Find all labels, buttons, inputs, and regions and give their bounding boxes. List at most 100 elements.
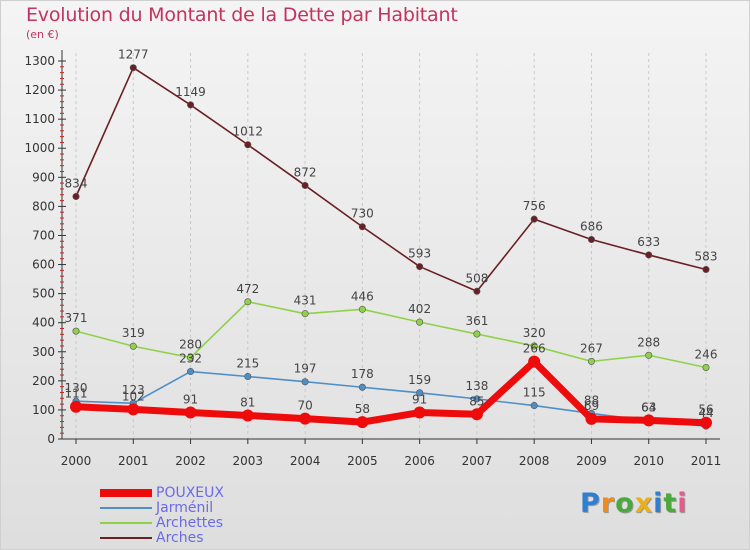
data-label: 593 xyxy=(408,247,431,261)
proxiti-logo: Proxiti xyxy=(580,488,688,519)
data-point xyxy=(587,357,595,365)
data-point xyxy=(416,318,424,326)
data-label: 69 xyxy=(584,399,599,413)
data-label: 730 xyxy=(351,207,374,221)
x-tick-label: 2005 xyxy=(347,454,378,468)
data-label: 1149 xyxy=(175,85,206,99)
data-label: 280 xyxy=(179,338,202,352)
data-point xyxy=(413,406,426,419)
data-label: 319 xyxy=(122,326,145,340)
data-point xyxy=(645,251,653,259)
logo-letter: i xyxy=(653,488,664,519)
y-tick-label: 1300 xyxy=(24,54,55,68)
data-label: 70 xyxy=(297,399,312,413)
series-line-pouxeux xyxy=(72,358,710,427)
data-point xyxy=(301,310,309,318)
data-label: 232 xyxy=(179,352,202,366)
data-point xyxy=(301,181,309,189)
logo-letter: r xyxy=(600,488,616,519)
data-label: 130 xyxy=(65,381,88,395)
x-tick-label: 2011 xyxy=(691,454,722,468)
x-tick-label: 2002 xyxy=(175,454,206,468)
data-point xyxy=(358,223,366,231)
data-label: 508 xyxy=(465,271,488,285)
data-label: 472 xyxy=(236,282,259,296)
data-label: 361 xyxy=(465,314,488,328)
data-label: 583 xyxy=(695,249,718,263)
data-point xyxy=(301,378,309,386)
data-point xyxy=(473,287,481,295)
data-label: 159 xyxy=(408,373,431,387)
chart-unit-label: (en €) xyxy=(26,28,59,41)
series-line-archettes xyxy=(75,300,707,369)
series-line-jarménil xyxy=(75,370,707,428)
y-tick-label: 600 xyxy=(32,258,55,272)
data-point xyxy=(587,236,595,244)
y-tick-label: 300 xyxy=(32,345,55,359)
data-label: 267 xyxy=(580,341,603,355)
data-point xyxy=(528,355,541,368)
legend-label: Archettes xyxy=(156,515,224,531)
data-point xyxy=(416,389,424,397)
x-tick-label: 2010 xyxy=(633,454,664,468)
legend-swatch xyxy=(100,507,152,509)
legend-label: Arches xyxy=(156,530,204,546)
data-point xyxy=(585,412,598,425)
series-line-arches xyxy=(75,66,707,293)
x-tick-label: 2001 xyxy=(118,454,149,468)
data-label: 834 xyxy=(65,176,88,190)
data-point xyxy=(645,351,653,359)
y-tick-label: 1000 xyxy=(24,141,55,155)
data-point xyxy=(473,330,481,338)
data-point xyxy=(702,265,710,273)
legend-label: Jarménil xyxy=(156,500,214,516)
data-label: 64 xyxy=(641,400,656,414)
data-label: 44 xyxy=(698,406,713,420)
data-label: 215 xyxy=(236,356,259,370)
y-tick-label: 700 xyxy=(32,228,55,242)
x-tick-label: 2003 xyxy=(233,454,264,468)
data-point xyxy=(129,64,137,72)
x-tick-label: 2000 xyxy=(61,454,92,468)
data-label: 633 xyxy=(637,235,660,249)
legend-swatch xyxy=(100,489,152,497)
data-label: 56 xyxy=(698,403,713,417)
data-label: 686 xyxy=(580,220,603,234)
data-point xyxy=(358,383,366,391)
data-point xyxy=(244,141,252,149)
legend-swatch xyxy=(100,522,152,524)
data-point xyxy=(187,368,195,376)
y-tick-label: 800 xyxy=(32,199,55,213)
data-label: 1277 xyxy=(118,48,149,62)
data-label: 266 xyxy=(523,342,546,356)
data-label: 371 xyxy=(65,311,88,325)
data-point xyxy=(642,414,655,427)
data-label: 197 xyxy=(294,362,317,376)
data-label: 91 xyxy=(412,393,427,407)
chart-title: Evolution du Montant de la Dette par Hab… xyxy=(26,4,458,26)
data-label: 246 xyxy=(695,347,718,361)
data-point xyxy=(356,416,369,429)
data-point xyxy=(530,342,538,350)
data-point xyxy=(700,416,712,429)
logo-letter: x xyxy=(634,488,654,519)
data-point xyxy=(72,192,80,200)
data-point xyxy=(187,354,195,362)
data-label: 288 xyxy=(637,335,660,349)
logo-letter: t xyxy=(663,488,678,519)
logo-letter: i xyxy=(677,488,688,519)
data-point xyxy=(129,342,137,350)
data-label: 756 xyxy=(523,199,546,213)
data-point xyxy=(70,400,82,413)
data-label: 63 xyxy=(641,401,656,415)
data-label: 58 xyxy=(355,402,370,416)
logo-letter: P xyxy=(580,488,601,519)
data-point xyxy=(530,402,538,410)
y-tick-label: 400 xyxy=(32,316,55,330)
y-tick-label: 0 xyxy=(47,432,55,446)
data-point xyxy=(184,406,197,419)
data-label: 123 xyxy=(122,383,145,397)
y-tick-label: 100 xyxy=(32,403,55,417)
